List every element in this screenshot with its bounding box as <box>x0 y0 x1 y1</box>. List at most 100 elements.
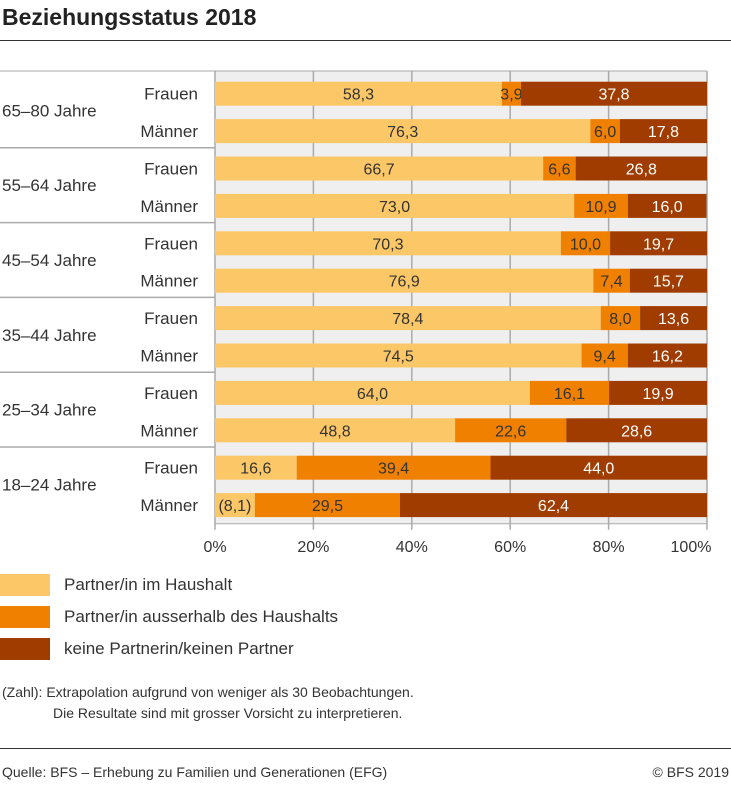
bar-segment <box>215 119 591 144</box>
data-label: 19,9 <box>642 386 673 403</box>
row-label: Frauen <box>144 459 198 478</box>
row-label: Frauen <box>144 309 198 328</box>
row-label: Männer <box>140 347 198 366</box>
data-label: 13,6 <box>658 311 689 328</box>
legend-item: Partner/in im Haushalt <box>0 574 232 596</box>
data-label: 8,0 <box>609 311 631 328</box>
group-label: 25–34 Jahre <box>2 401 97 420</box>
legend-item: Partner/in ausserhalb des Haushalts <box>0 606 338 628</box>
legend-item: keine Partnerin/keinen Partner <box>0 638 294 660</box>
legend-swatch <box>0 606 50 628</box>
data-label: 66,7 <box>364 162 395 179</box>
x-tick-label: 0% <box>203 539 226 556</box>
x-tick-label: 100% <box>671 539 712 556</box>
bar-segment <box>593 268 630 293</box>
data-label: 6,0 <box>594 124 616 141</box>
data-label: 64,0 <box>357 386 388 403</box>
row-label: Männer <box>140 122 198 141</box>
data-label: 70,3 <box>372 236 403 253</box>
data-label: 26,8 <box>626 162 657 179</box>
x-tick-label: 40% <box>396 539 428 556</box>
x-tick-label: 60% <box>494 539 526 556</box>
bar-segment <box>627 193 707 218</box>
bar-segment <box>590 119 620 144</box>
group-label: 55–64 Jahre <box>2 176 97 195</box>
bar-segment <box>640 306 707 331</box>
data-label: 15,7 <box>653 274 684 291</box>
row-label: Frauen <box>144 160 198 179</box>
plot-background <box>215 71 707 524</box>
data-label: 16,6 <box>240 461 271 478</box>
bar-segment <box>215 193 575 218</box>
bar-segment <box>627 343 707 368</box>
chart-title: Beziehungsstatus 2018 <box>2 4 257 30</box>
data-label: 19,7 <box>643 236 674 253</box>
bar-segment <box>529 380 610 405</box>
bar-segment <box>215 268 594 293</box>
data-label: 22,6 <box>495 423 526 440</box>
data-label: 16,0 <box>652 199 683 216</box>
row-label: Frauen <box>144 85 198 104</box>
bar-segment <box>560 231 611 256</box>
bar-segment <box>574 193 628 218</box>
legend-swatch <box>0 638 50 660</box>
source-text: Quelle: BFS – Erhebung zu Familien und G… <box>2 764 388 780</box>
legend-label: keine Partnerin/keinen Partner <box>64 639 294 658</box>
data-label: 37,8 <box>598 87 629 104</box>
bar-segment <box>215 380 530 405</box>
data-label: 76,9 <box>389 274 420 291</box>
row-label: Frauen <box>144 234 198 253</box>
data-label: 29,5 <box>312 498 343 515</box>
bar-segment <box>215 455 297 480</box>
data-label: 16,1 <box>554 386 585 403</box>
data-label: 7,4 <box>600 274 622 291</box>
source-divider <box>0 748 731 749</box>
data-label: 16,2 <box>652 349 683 366</box>
bar-segment <box>566 418 707 443</box>
row-label: Männer <box>140 272 198 291</box>
bar-segment <box>399 493 707 518</box>
x-tick-label: 20% <box>297 539 329 556</box>
row-label: Männer <box>140 197 198 216</box>
bar-segment <box>215 493 255 518</box>
bar-segment <box>521 81 707 106</box>
data-label: 39,4 <box>378 461 409 478</box>
bar-segment <box>629 268 707 293</box>
row-label: Frauen <box>144 384 198 403</box>
footnote-line: Die Resultate sind mit grosser Vorsicht … <box>53 705 403 721</box>
legend-label: Partner/in im Haushalt <box>64 575 233 594</box>
row-label: Männer <box>140 496 198 515</box>
data-label: 76,3 <box>387 124 418 141</box>
data-label: 10,0 <box>570 236 601 253</box>
bar-segment <box>490 455 707 480</box>
bar-segment <box>575 156 707 181</box>
bar-segment <box>215 343 582 368</box>
bar-segment <box>215 81 502 106</box>
group-label: 65–80 Jahre <box>2 101 97 120</box>
copyright-text: © BFS 2019 <box>652 764 729 780</box>
bar-segment <box>296 455 491 480</box>
data-label: 58,3 <box>343 87 374 104</box>
bar-segment <box>455 418 567 443</box>
data-label: 62,4 <box>538 498 569 515</box>
data-label: 6,6 <box>548 162 570 179</box>
data-label: 44,0 <box>583 461 614 478</box>
bar-segment <box>609 380 707 405</box>
bar-segment <box>600 306 641 331</box>
data-label: 74,5 <box>383 349 414 366</box>
data-label: 78,4 <box>392 311 423 328</box>
bar-segment <box>215 306 601 331</box>
data-label: 10,9 <box>585 199 616 216</box>
data-label: (8,1) <box>218 498 251 515</box>
title-divider <box>0 40 731 41</box>
group-label: 35–44 Jahre <box>2 326 97 345</box>
bar-segment <box>581 343 628 368</box>
bar-segment <box>619 119 707 144</box>
group-label: 18–24 Jahre <box>2 475 97 494</box>
bar-segment <box>215 156 544 181</box>
data-label: 73,0 <box>379 199 410 216</box>
data-label: 17,8 <box>648 124 679 141</box>
bar-segment <box>254 493 400 518</box>
group-label: 45–54 Jahre <box>2 251 97 270</box>
